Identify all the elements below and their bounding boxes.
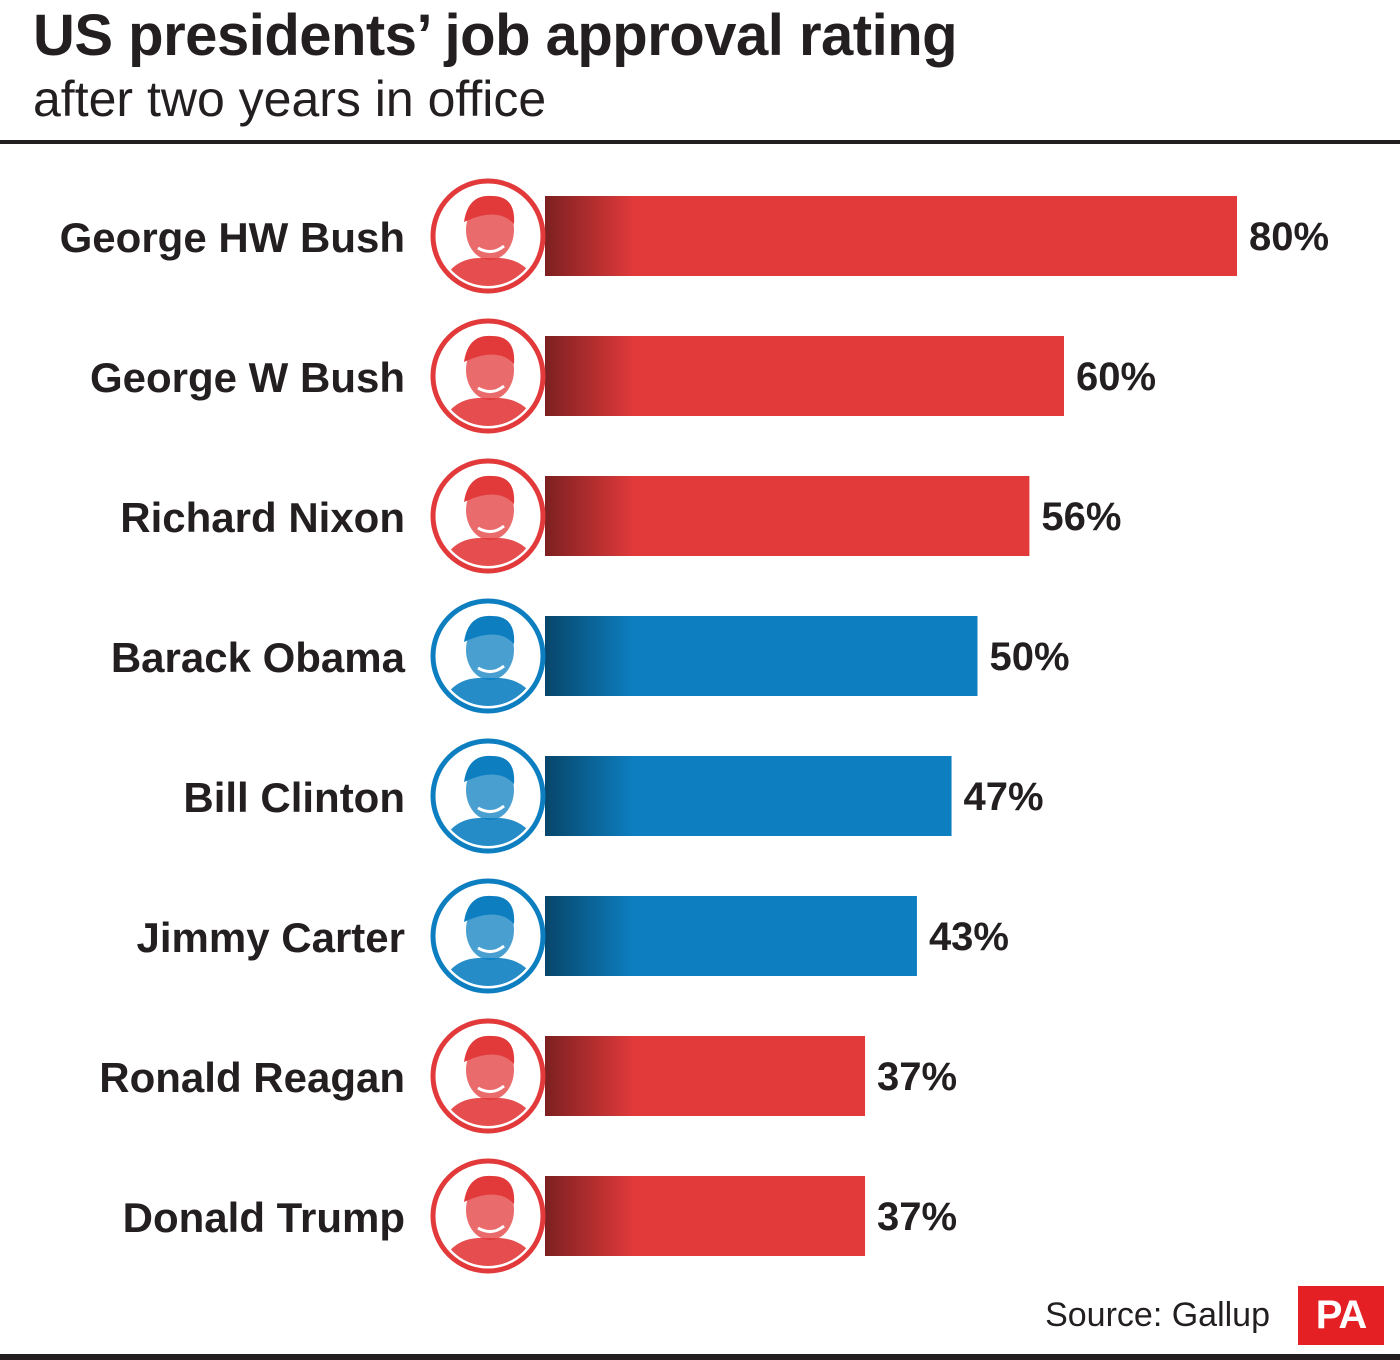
- value-label-donald-trump: 37%: [877, 1195, 957, 1239]
- category-label-richard-nixon: Richard Nixon: [120, 494, 405, 541]
- portrait-icon-richard-nixon: [438, 475, 538, 566]
- category-label-ronald-reagan: Ronald Reagan: [99, 1054, 405, 1101]
- bar-shade-ronald-reagan: [545, 1036, 635, 1116]
- bar-shade-bill-clinton: [545, 756, 635, 836]
- value-label-ronald-reagan: 37%: [877, 1055, 957, 1099]
- category-label-jimmy-carter: Jimmy Carter: [137, 914, 405, 961]
- bar-shade-jimmy-carter: [545, 896, 635, 976]
- category-label-donald-trump: Donald Trump: [123, 1194, 405, 1241]
- value-label-jimmy-carter: 43%: [929, 915, 1009, 959]
- bar-shade-barack-obama: [545, 616, 635, 696]
- title-divider: [0, 140, 1400, 144]
- portrait-icon-bill-clinton: [438, 755, 538, 846]
- portrait-icon-donald-trump: [438, 1175, 538, 1266]
- bar-shade-richard-nixon: [545, 476, 635, 556]
- value-label-barack-obama: 50%: [990, 635, 1070, 679]
- pa-logo: PA: [1298, 1286, 1384, 1345]
- portrait-icon-jimmy-carter: [438, 895, 538, 986]
- category-label-george-hw-bush: George HW Bush: [60, 214, 405, 261]
- bar-shade-george-w-bush: [545, 336, 635, 416]
- bar-george-hw-bush: [545, 196, 1237, 276]
- portrait-icon-ronald-reagan: [438, 1035, 538, 1126]
- value-label-george-w-bush: 60%: [1076, 355, 1156, 399]
- portrait-icon-barack-obama: [438, 615, 538, 706]
- value-label-richard-nixon: 56%: [1041, 495, 1121, 539]
- portrait-icon-george-w-bush: [438, 335, 538, 426]
- bar-shade-donald-trump: [545, 1176, 635, 1256]
- category-label-george-w-bush: George W Bush: [90, 354, 405, 401]
- category-label-barack-obama: Barack Obama: [111, 634, 406, 681]
- chart-title: US presidents’ job approval rating: [33, 3, 958, 68]
- value-label-george-hw-bush: 80%: [1249, 215, 1329, 259]
- bottom-divider: [0, 1354, 1400, 1360]
- bar-shade-george-hw-bush: [545, 196, 635, 276]
- category-label-bill-clinton: Bill Clinton: [183, 774, 405, 821]
- chart-subtitle: after two years in office: [33, 71, 547, 127]
- value-label-bill-clinton: 47%: [964, 775, 1044, 819]
- source-note: Source: Gallup: [1045, 1296, 1270, 1334]
- portrait-icon-george-hw-bush: [438, 195, 538, 286]
